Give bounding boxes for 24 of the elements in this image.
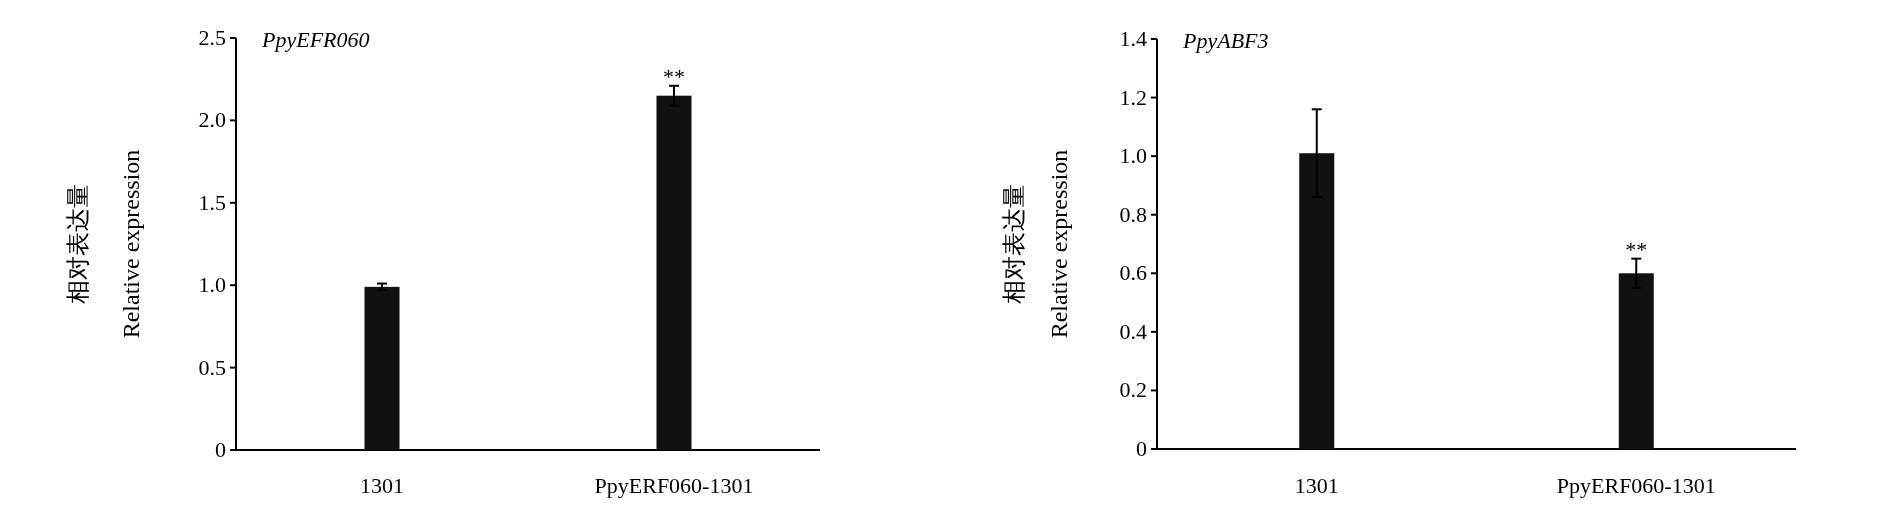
x-tick-label: PpyERF060-1301 [1556,473,1716,498]
y-tick-label: 0.2 [1119,377,1147,403]
y-tick-label: 1.0 [1119,143,1147,169]
x-tick-label: 1301 [360,473,404,498]
y-tick-label: 0.5 [198,354,226,380]
y-tick-label: 0.8 [1119,201,1147,227]
chart-title: PpyEFR060 [261,27,370,52]
annotation: ** [663,63,685,89]
y-tick-label: 0 [215,437,226,462]
y-axis-title: 相对表达量 Relative expression [64,149,144,339]
y-tick-label: 1.4 [1119,26,1147,51]
y-tick-label: 2.5 [198,25,226,50]
x-tick-label: 1301 [1294,473,1339,498]
y-tick-label: 0.4 [1119,318,1147,344]
x-tick-label: PpyERF060-1301 [594,473,754,498]
y-tick-label: 0 [1136,436,1147,461]
y-tick-label: 1.2 [1119,84,1147,110]
annotation: ** [1625,236,1648,262]
y-tick-label: 0.6 [1119,260,1147,286]
y-axis-title: 相对表达量 Relative expression [1000,149,1072,339]
y-tick-label: 1.5 [198,189,226,215]
chart-title: PpyABF3 [1182,28,1269,53]
y-tick-label: 1.0 [198,272,226,298]
y-tick-label: 2.0 [198,107,226,133]
